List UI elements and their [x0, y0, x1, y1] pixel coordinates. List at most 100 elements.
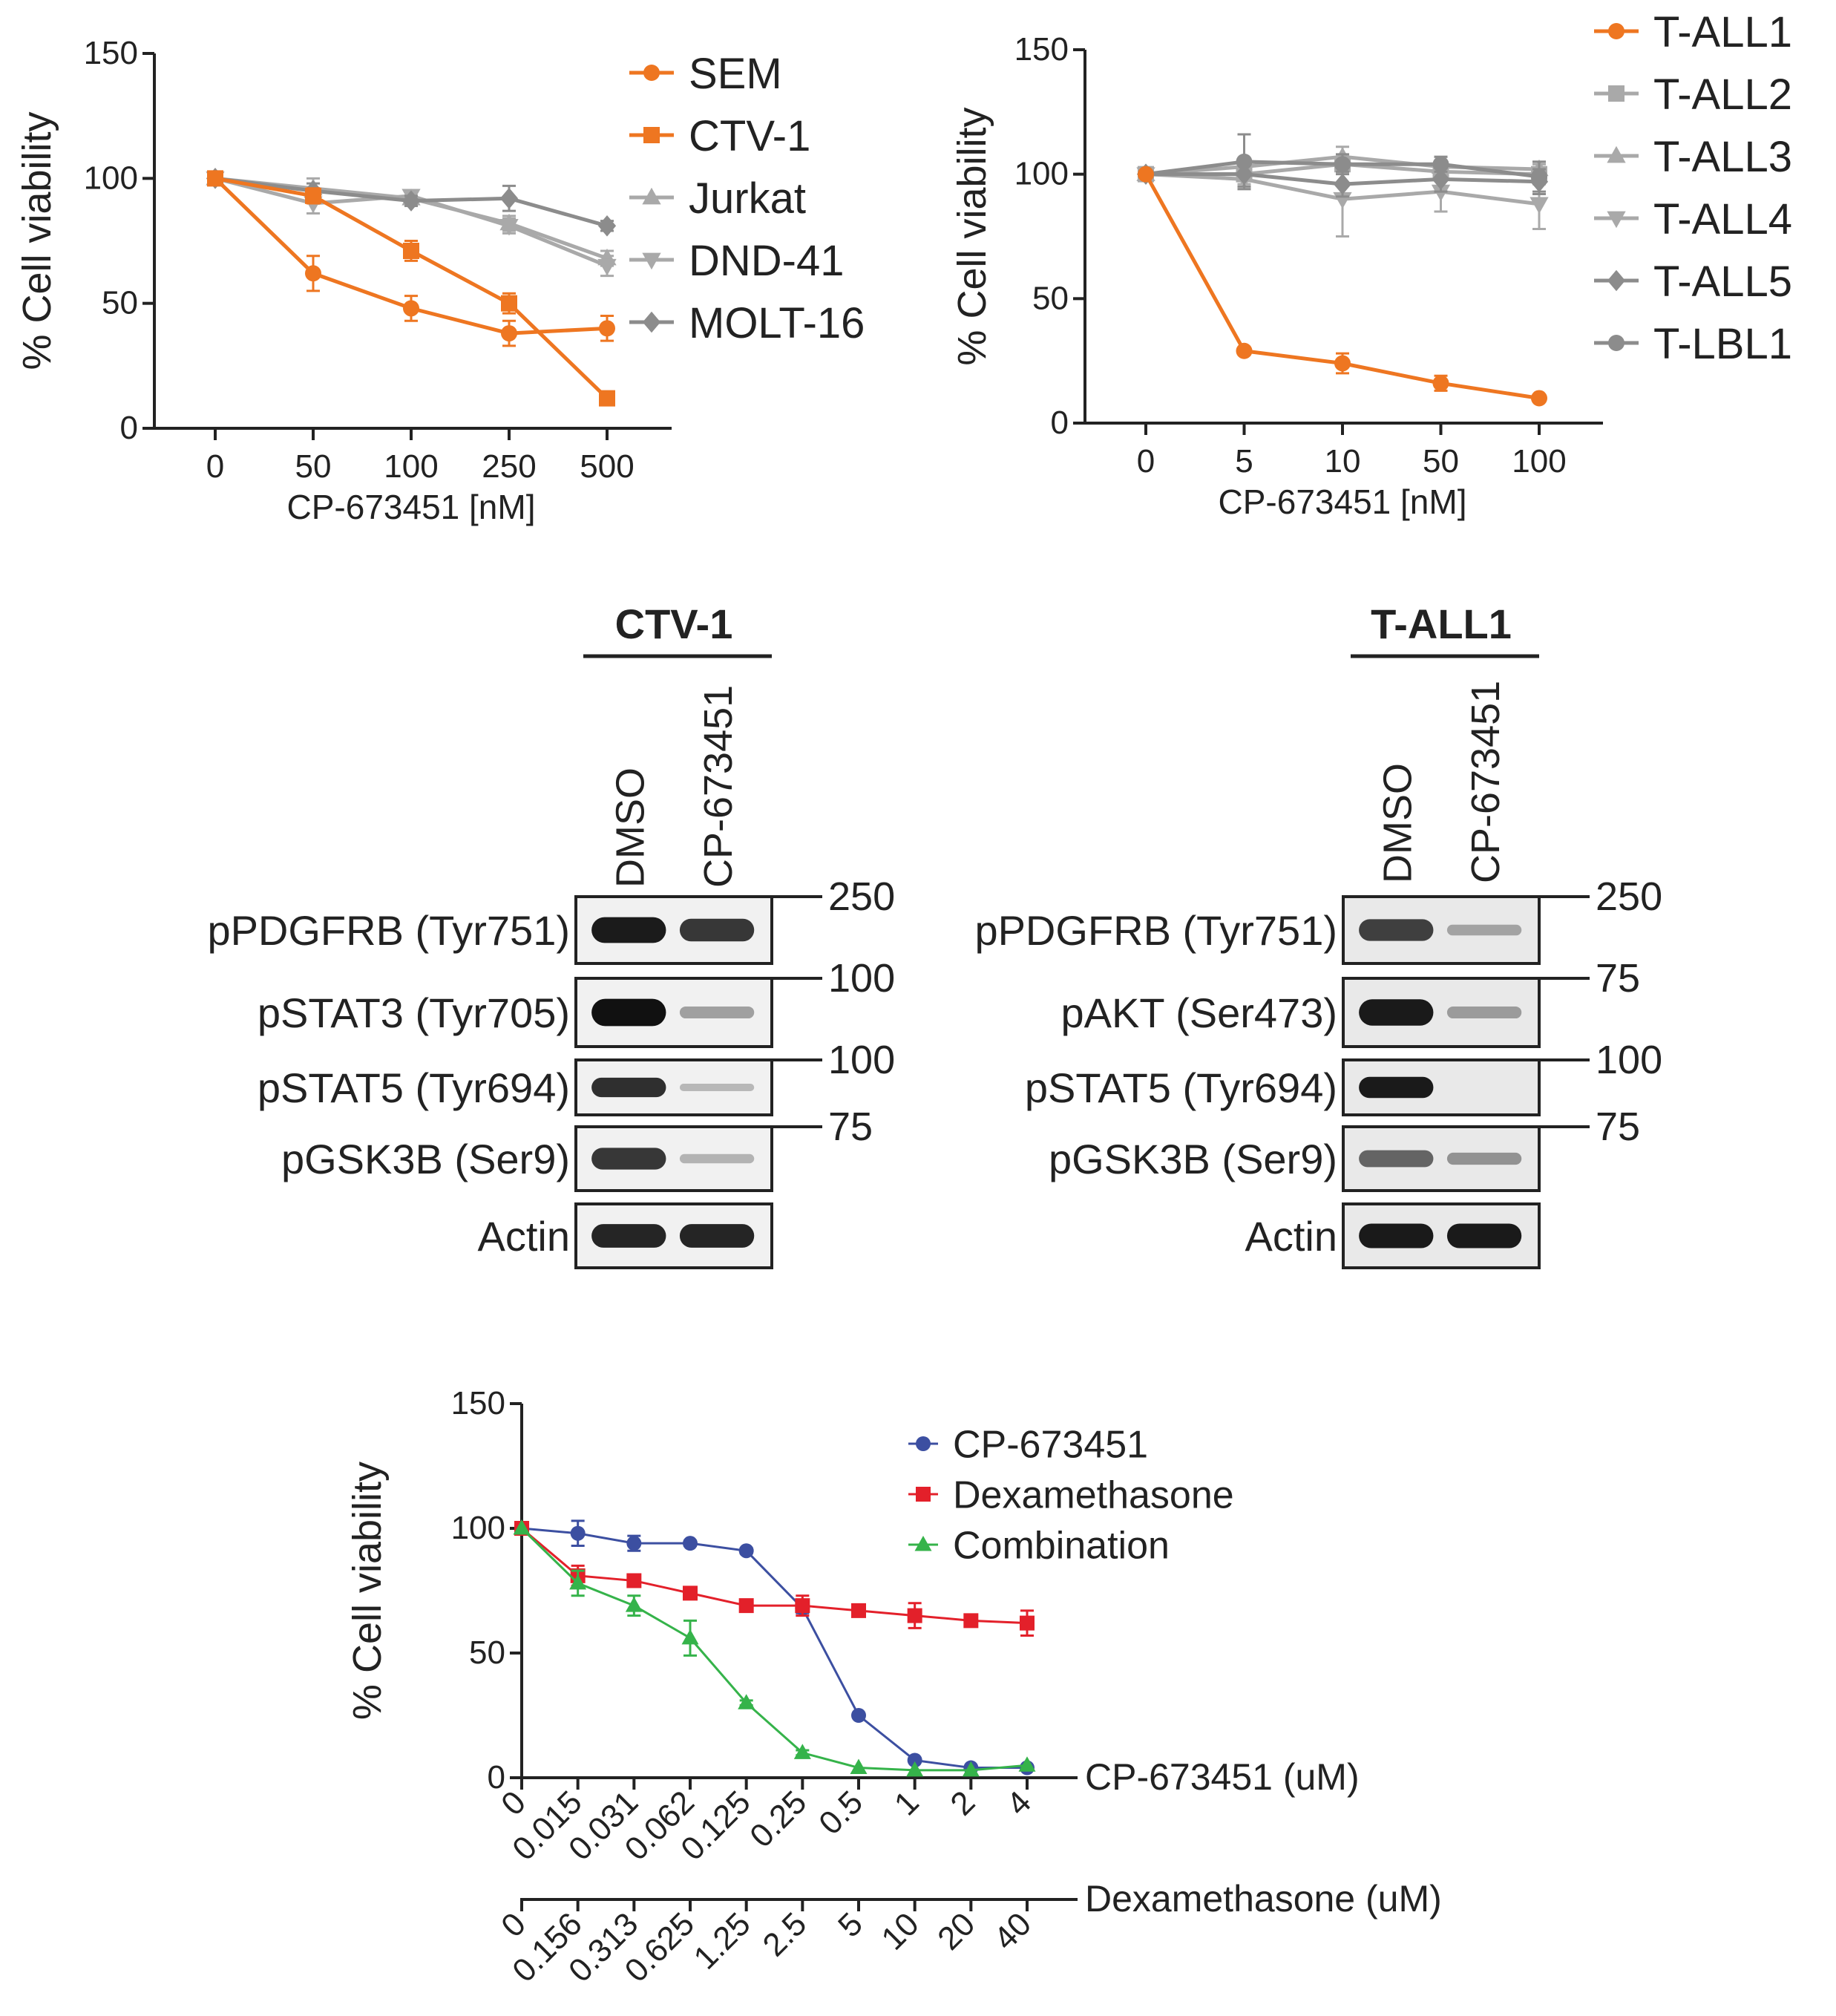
mw-marker-label: 250 [828, 874, 895, 919]
legend-marker [1608, 335, 1624, 351]
series-molt-16 [206, 168, 617, 237]
legend-marker [914, 1536, 932, 1551]
legend-marker [916, 1487, 931, 1502]
viability-chart-patient-samples: 0 50 100 150 0 5 10 50 100 CP-673451 [nM] % Cell v… [950, 8, 1792, 521]
blot-frame [574, 977, 773, 1048]
data-point [1138, 166, 1154, 183]
x-tick-label: 5 [1235, 443, 1253, 480]
y-axis-title: % Cell viability [345, 1462, 390, 1720]
protein-band [591, 1148, 666, 1170]
protein-band [679, 1006, 755, 1019]
data-point [597, 215, 617, 237]
y-tick-label: 0 [120, 410, 138, 446]
blot-row-pstat5-tyr694: pSTAT5 (Tyr694) 100 [258, 1038, 895, 1116]
blot-title: T-ALL1 [1371, 600, 1512, 647]
data-point [851, 1708, 866, 1723]
antibody-label: Actin [1245, 1213, 1338, 1260]
lane-label: DMSO [1375, 763, 1420, 883]
y-tick-label: 0 [488, 1759, 505, 1796]
x-tick-label: 4 [1000, 1784, 1038, 1822]
protein-band [591, 1077, 666, 1098]
western-blot-ctv1: CTV-1 DMSO CP-673451 pPDGFRB (Tyr751) 250 pST… [207, 600, 895, 1269]
antibody-label: pGSK3B (Ser9) [1049, 1136, 1337, 1182]
legend-label: T-ALL2 [1653, 71, 1792, 119]
legend-entry: T-LBL1 [1594, 320, 1792, 368]
data-point [499, 218, 519, 236]
blot-title: CTV-1 [615, 600, 733, 647]
data-point [1432, 168, 1450, 190]
protein-band [591, 1224, 666, 1248]
lane-label: CP-673451 [1463, 681, 1508, 883]
blot-frame [574, 895, 773, 965]
blot-row-pstat3-tyr705: pSTAT3 (Tyr705) 100 [258, 956, 895, 1048]
mw-marker-label: 100 [1596, 1038, 1662, 1082]
x-tick-label: 0 [1137, 443, 1155, 480]
data-point [681, 1629, 699, 1645]
legend-label: CTV-1 [689, 112, 810, 160]
x-tick-label: 10 [1325, 443, 1361, 480]
data-point [599, 320, 616, 337]
protein-band [1446, 1006, 1522, 1019]
data-point [1431, 184, 1451, 202]
data-point [626, 1573, 642, 1588]
data-point [683, 1585, 698, 1601]
blot-row-actin: Actin [478, 1202, 773, 1269]
data-point [401, 190, 421, 212]
western-blot-tall1: T-ALL1 DMSO CP-673451 pPDGFRB (Tyr751) 250 pA… [974, 600, 1662, 1269]
data-point [1334, 156, 1351, 173]
data-point [851, 1603, 866, 1618]
blot-row-pstat5-tyr694: pSTAT5 (Tyr694) 100 [1025, 1038, 1662, 1116]
legend-label: Combination [953, 1525, 1170, 1568]
lane-label: CP-673451 [696, 685, 741, 888]
x2-tick-label: 10 [874, 1905, 925, 1957]
legend-marker [1608, 85, 1624, 102]
legend-entry: DND-41 [629, 237, 845, 285]
x2-axis-title: Dexamethasone (uM) [1085, 1878, 1442, 1920]
y-tick-label: 150 [451, 1385, 505, 1421]
data-point [1531, 390, 1547, 407]
legend-entry: Dexamethasone [908, 1474, 1234, 1517]
legend-marker [642, 311, 661, 333]
blot-frame [574, 1202, 773, 1269]
data-point [1018, 1756, 1036, 1772]
blot-frame [574, 1125, 773, 1192]
series-line [521, 1527, 1027, 1770]
legend-label: DND-41 [689, 237, 845, 285]
legend-entry: T-ALL5 [1594, 258, 1792, 306]
x-tick-label: 1 [888, 1784, 926, 1822]
legend-marker [642, 187, 661, 205]
protein-band [1446, 1223, 1522, 1248]
protein-band [591, 998, 666, 1027]
blot-frame [574, 1058, 773, 1116]
y-tick-label: 50 [469, 1634, 505, 1671]
y-tick-label: 150 [84, 35, 138, 71]
legend-entry: T-ALL2 [1594, 71, 1792, 119]
antibody-label: pPDGFRB (Tyr751) [974, 907, 1337, 954]
x-tick-label: 50 [1423, 443, 1459, 480]
legend-entry: CP-673451 [908, 1424, 1148, 1467]
blot-row-pakt-ser473: pAKT (Ser473) 75 [1061, 956, 1640, 1048]
legend-marker [1607, 145, 1626, 163]
data-point [963, 1613, 979, 1629]
series-line [521, 1527, 1028, 1625]
x-axis-title: CP-673451 [nM] [287, 488, 536, 526]
data-point [305, 187, 321, 204]
data-point [793, 1744, 811, 1759]
x-tick-label: 50 [295, 448, 332, 485]
series-line [520, 1527, 1028, 1772]
data-point [738, 1543, 754, 1559]
protein-band [591, 917, 666, 943]
data-point [501, 325, 518, 342]
data-point [501, 295, 517, 312]
legend-label: T-ALL3 [1653, 133, 1792, 181]
data-point [569, 1574, 587, 1590]
legend-label: T-ALL5 [1653, 258, 1792, 306]
legend-entry: T-ALL3 [1594, 133, 1792, 181]
protein-band [1359, 1150, 1434, 1168]
legend-marker [643, 127, 660, 143]
data-point [1236, 153, 1253, 170]
x-tick-label: 0 [206, 448, 224, 485]
legend-label: MOLT-16 [689, 299, 865, 347]
data-point [738, 1694, 755, 1709]
data-point [625, 1597, 643, 1612]
